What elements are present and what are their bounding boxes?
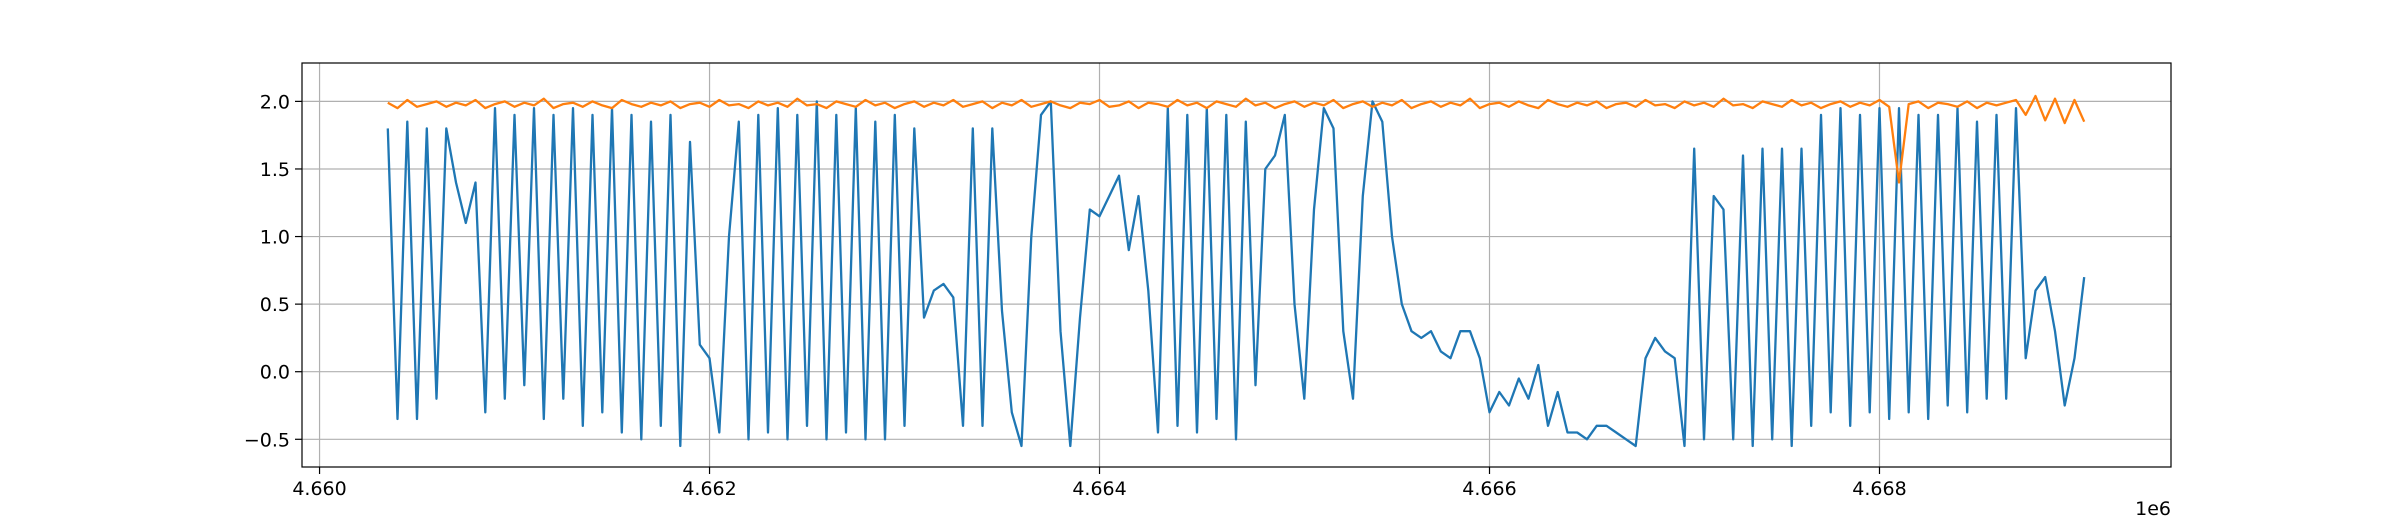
y-tick-label: 1.5: [260, 159, 290, 181]
x-tick-label: 4.662: [682, 478, 736, 500]
x-offset-label: 1e6: [2135, 498, 2171, 520]
y-tick-label: 2.0: [260, 91, 290, 113]
y-tick-label: 0.0: [260, 362, 290, 384]
y-tick-label: 0.5: [260, 294, 290, 316]
y-tick-label: 1.0: [260, 227, 290, 249]
x-tick-label: 4.666: [1462, 478, 1516, 500]
x-tick-label: 4.664: [1072, 478, 1126, 500]
x-tick-label: 4.668: [1852, 478, 1906, 500]
axes-frame: [301, 62, 2172, 468]
x-tick-label: 4.660: [292, 478, 346, 500]
y-tick-label: −0.5: [244, 429, 290, 451]
series-line: [386, 100, 2086, 448]
series-line: [387, 94, 2086, 184]
